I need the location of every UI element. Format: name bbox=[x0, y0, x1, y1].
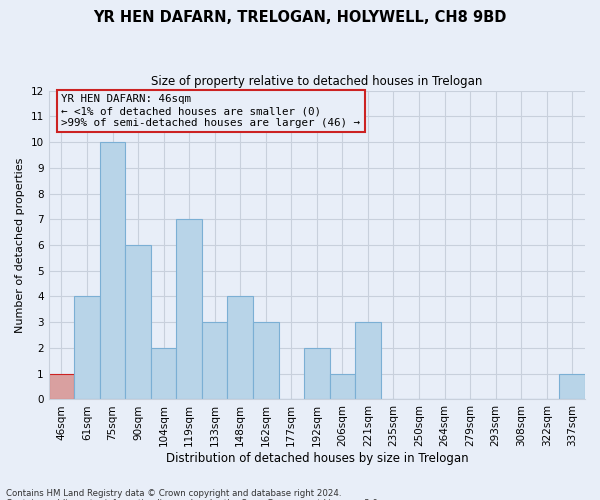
Bar bbox=[355, 322, 380, 400]
Bar bbox=[202, 322, 227, 400]
Text: Contains public sector information licensed under the Open Government Licence v3: Contains public sector information licen… bbox=[6, 498, 380, 500]
Title: Size of property relative to detached houses in Trelogan: Size of property relative to detached ho… bbox=[151, 75, 482, 88]
Text: Contains HM Land Registry data © Crown copyright and database right 2024.: Contains HM Land Registry data © Crown c… bbox=[6, 488, 341, 498]
Bar bbox=[227, 296, 253, 400]
Text: YR HEN DAFARN: 46sqm
← <1% of detached houses are smaller (0)
>99% of semi-detac: YR HEN DAFARN: 46sqm ← <1% of detached h… bbox=[61, 94, 361, 128]
Text: YR HEN DAFARN, TRELOGAN, HOLYWELL, CH8 9BD: YR HEN DAFARN, TRELOGAN, HOLYWELL, CH8 9… bbox=[94, 10, 506, 25]
Bar bbox=[329, 374, 355, 400]
Bar bbox=[100, 142, 125, 400]
Bar bbox=[125, 245, 151, 400]
Bar bbox=[74, 296, 100, 400]
Bar bbox=[176, 220, 202, 400]
Bar bbox=[151, 348, 176, 400]
X-axis label: Distribution of detached houses by size in Trelogan: Distribution of detached houses by size … bbox=[166, 452, 468, 465]
Bar bbox=[304, 348, 329, 400]
Y-axis label: Number of detached properties: Number of detached properties bbox=[15, 158, 25, 332]
Bar bbox=[559, 374, 585, 400]
Bar bbox=[49, 374, 74, 400]
Bar bbox=[253, 322, 278, 400]
